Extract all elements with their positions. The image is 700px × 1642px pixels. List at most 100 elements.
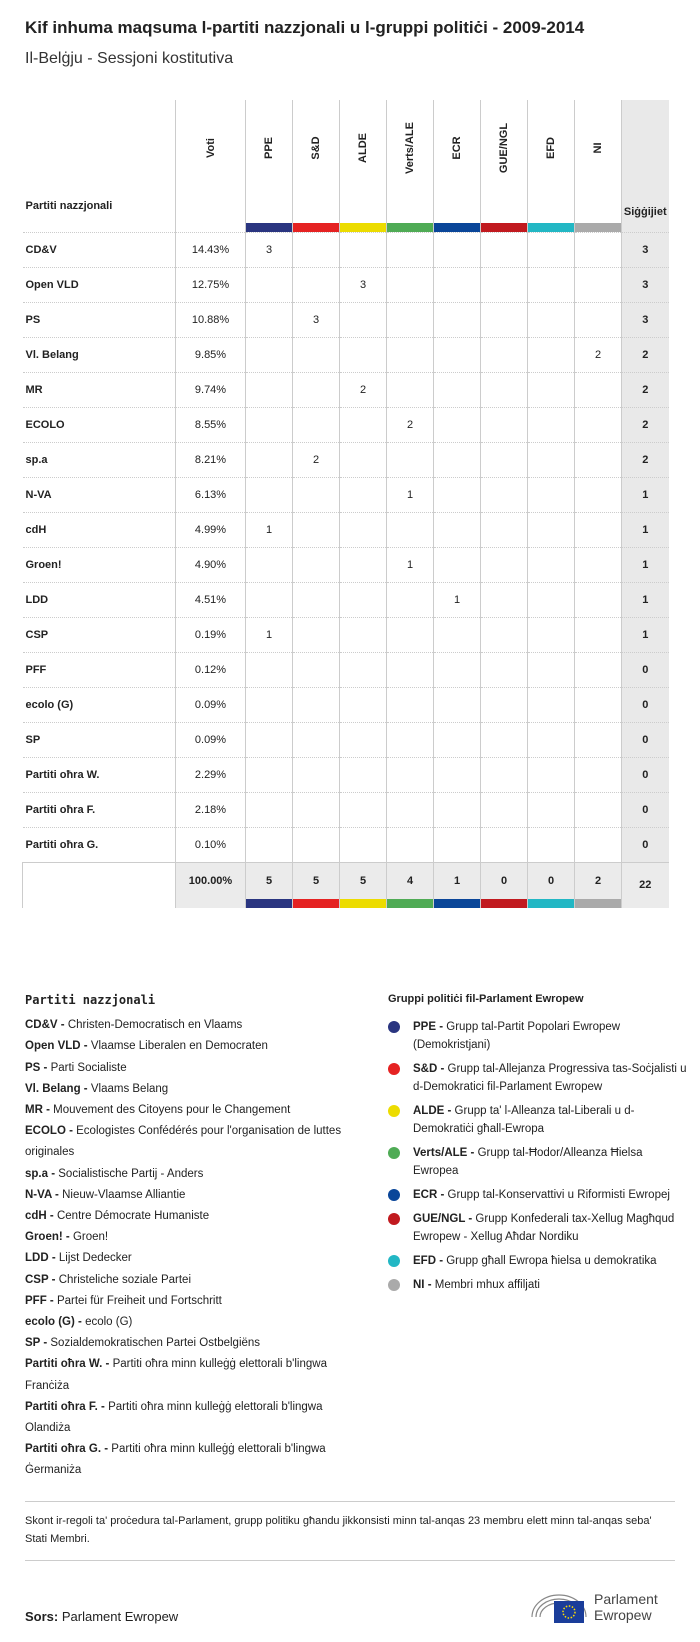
- party-name: Partiti oħra F.: [22, 791, 176, 827]
- group-legend-item: EFD - Grupp għall Ewropa ħielsa u demokr…: [388, 1252, 688, 1270]
- group-abbr: Verts/ALE: [413, 1147, 468, 1159]
- seat-cell: [574, 686, 622, 722]
- seat-cell: 2: [386, 406, 434, 442]
- seat-cell: [245, 546, 293, 582]
- seat-cell: [386, 791, 434, 827]
- seat-cell: [433, 231, 481, 267]
- seat-cell: [245, 371, 293, 407]
- group-color-bar: [575, 899, 621, 908]
- group-legend-item: ALDE - Grupp ta' l-Alleanza tal-Liberali…: [388, 1102, 688, 1138]
- seat-cell: [433, 301, 481, 337]
- seat-cell: [527, 826, 575, 862]
- group-header-label: S&D: [310, 136, 322, 160]
- party-full-name: Christen-Democratisch en Vlaams: [67, 1019, 243, 1032]
- party-legend-item: Vl. Belang - Vlaams Belang: [25, 1082, 169, 1095]
- party-abbr: PS: [25, 1061, 41, 1074]
- seat-cell: [433, 371, 481, 407]
- seat-cell: [527, 791, 575, 827]
- party-full-name: Christeliche soziale Partei: [58, 1273, 191, 1286]
- party-column-header: Partiti nazzjonali: [25, 199, 113, 212]
- logo-text: Parlament Ewropew: [594, 1591, 658, 1623]
- group-color-bar: [481, 222, 527, 232]
- seat-cell: 2: [292, 441, 340, 477]
- seat-cell: [527, 406, 575, 442]
- seat-cell: [245, 301, 293, 337]
- group-header-label: NI: [592, 142, 604, 154]
- seat-cell: [480, 616, 528, 652]
- seat-cell: [480, 441, 528, 477]
- group-legend: Gruppi politiċi fil-Parlament Ewropew PP…: [388, 990, 688, 1300]
- seat-cell: [480, 686, 528, 722]
- party-name: LDD: [22, 581, 176, 617]
- seat-cell: 3: [245, 231, 293, 267]
- seat-cell: [292, 791, 340, 827]
- party-full-name: Parti Socialiste: [50, 1061, 127, 1074]
- group-header-label: ECR: [451, 136, 463, 160]
- table-row: N-VA 6.13% 1 1: [22, 476, 669, 512]
- votes-total: 100.00%: [175, 861, 246, 908]
- seat-cell: [574, 266, 622, 302]
- seat-cell: [433, 441, 481, 477]
- votes-cell: 0.09%: [175, 721, 246, 757]
- table-row: sp.a 8.21% 2 2: [22, 441, 669, 477]
- seat-cell: [574, 651, 622, 687]
- seat-cell: [574, 511, 622, 547]
- seat-cell: [339, 826, 387, 862]
- seat-cell: 1: [433, 581, 481, 617]
- parliament-logo: Parlament Ewropew: [530, 1587, 674, 1627]
- party-abbr: ECOLO: [25, 1125, 66, 1138]
- seats-column-header: Siġġijiet: [621, 100, 669, 232]
- party-legend-item: Partiti oħra G. - Partiti oħra minn kull…: [25, 1443, 326, 1477]
- seat-cell: [386, 336, 434, 372]
- seat-cell: [433, 546, 481, 582]
- totals-blank: [22, 861, 176, 908]
- party-abbr: CSP: [25, 1273, 49, 1286]
- party-abbr: ecolo (G): [25, 1316, 75, 1329]
- seat-cell: [339, 406, 387, 442]
- footnote: Skont ir-regoli ta' proċedura tal-Parlam…: [25, 1501, 675, 1561]
- table-row: CSP 0.19% 1 1: [22, 616, 669, 652]
- party-legend-item: Groen! - Groen!: [25, 1231, 109, 1244]
- seat-cell: [480, 301, 528, 337]
- group-legend-item: S&D - Grupp tal-Allejanza Progressiva ta…: [388, 1060, 688, 1096]
- seats-total-cell: 0: [621, 651, 669, 687]
- seat-cell: 3: [339, 266, 387, 302]
- party-full-name: Partiti oħra minn kulleġġ elettorali b'l…: [25, 1400, 323, 1435]
- group-total-value: 5: [312, 874, 320, 887]
- seat-cell: [480, 546, 528, 582]
- seat-cell: [574, 721, 622, 757]
- group-column-header: S&D: [292, 100, 340, 232]
- table-row: Partiti oħra F. 2.18% 0: [22, 791, 669, 827]
- seat-cell: [339, 721, 387, 757]
- seat-cell: [245, 336, 293, 372]
- group-header-label: GUE/NGL: [498, 122, 510, 174]
- group-header-label: EFD: [545, 137, 557, 159]
- votes-cell: 2.29%: [175, 756, 246, 792]
- table-row: LDD 4.51% 1 1: [22, 581, 669, 617]
- seat-cell: [339, 686, 387, 722]
- seat-cell: [480, 476, 528, 512]
- seat-cell: 1: [386, 476, 434, 512]
- party-legend-item: N-VA - Nieuw-Vlaamse Alliantie: [25, 1188, 186, 1201]
- party-full-name: ecolo (G): [85, 1316, 133, 1329]
- hemicycle-flag-icon: [531, 1594, 587, 1623]
- group-legend-item: PPE - Grupp tal-Partit Popolari Ewropew …: [388, 1018, 688, 1054]
- party-full-name: Vlaamse Liberalen en Democraten: [90, 1040, 268, 1053]
- seat-cell: [480, 371, 528, 407]
- seats-total-cell: 0: [621, 791, 669, 827]
- group-color-bar: [246, 222, 292, 232]
- seat-cell: [433, 826, 481, 862]
- votes-cell: 6.13%: [175, 476, 246, 512]
- party-full-name: Lijst Dedecker: [58, 1252, 132, 1265]
- seats-total-cell: 1: [621, 581, 669, 617]
- seat-cell: [527, 266, 575, 302]
- party-name: cdH: [22, 511, 176, 547]
- party-name: SP: [22, 721, 176, 757]
- seat-cell: [292, 826, 340, 862]
- votes-cell: 14.43%: [175, 231, 246, 267]
- seat-cell: [339, 651, 387, 687]
- group-full-name: Grupp tal-Konservattivi u Riformisti Ewr…: [447, 1189, 670, 1201]
- seat-cell: [339, 511, 387, 547]
- seat-cell: [480, 826, 528, 862]
- seat-cell: [245, 756, 293, 792]
